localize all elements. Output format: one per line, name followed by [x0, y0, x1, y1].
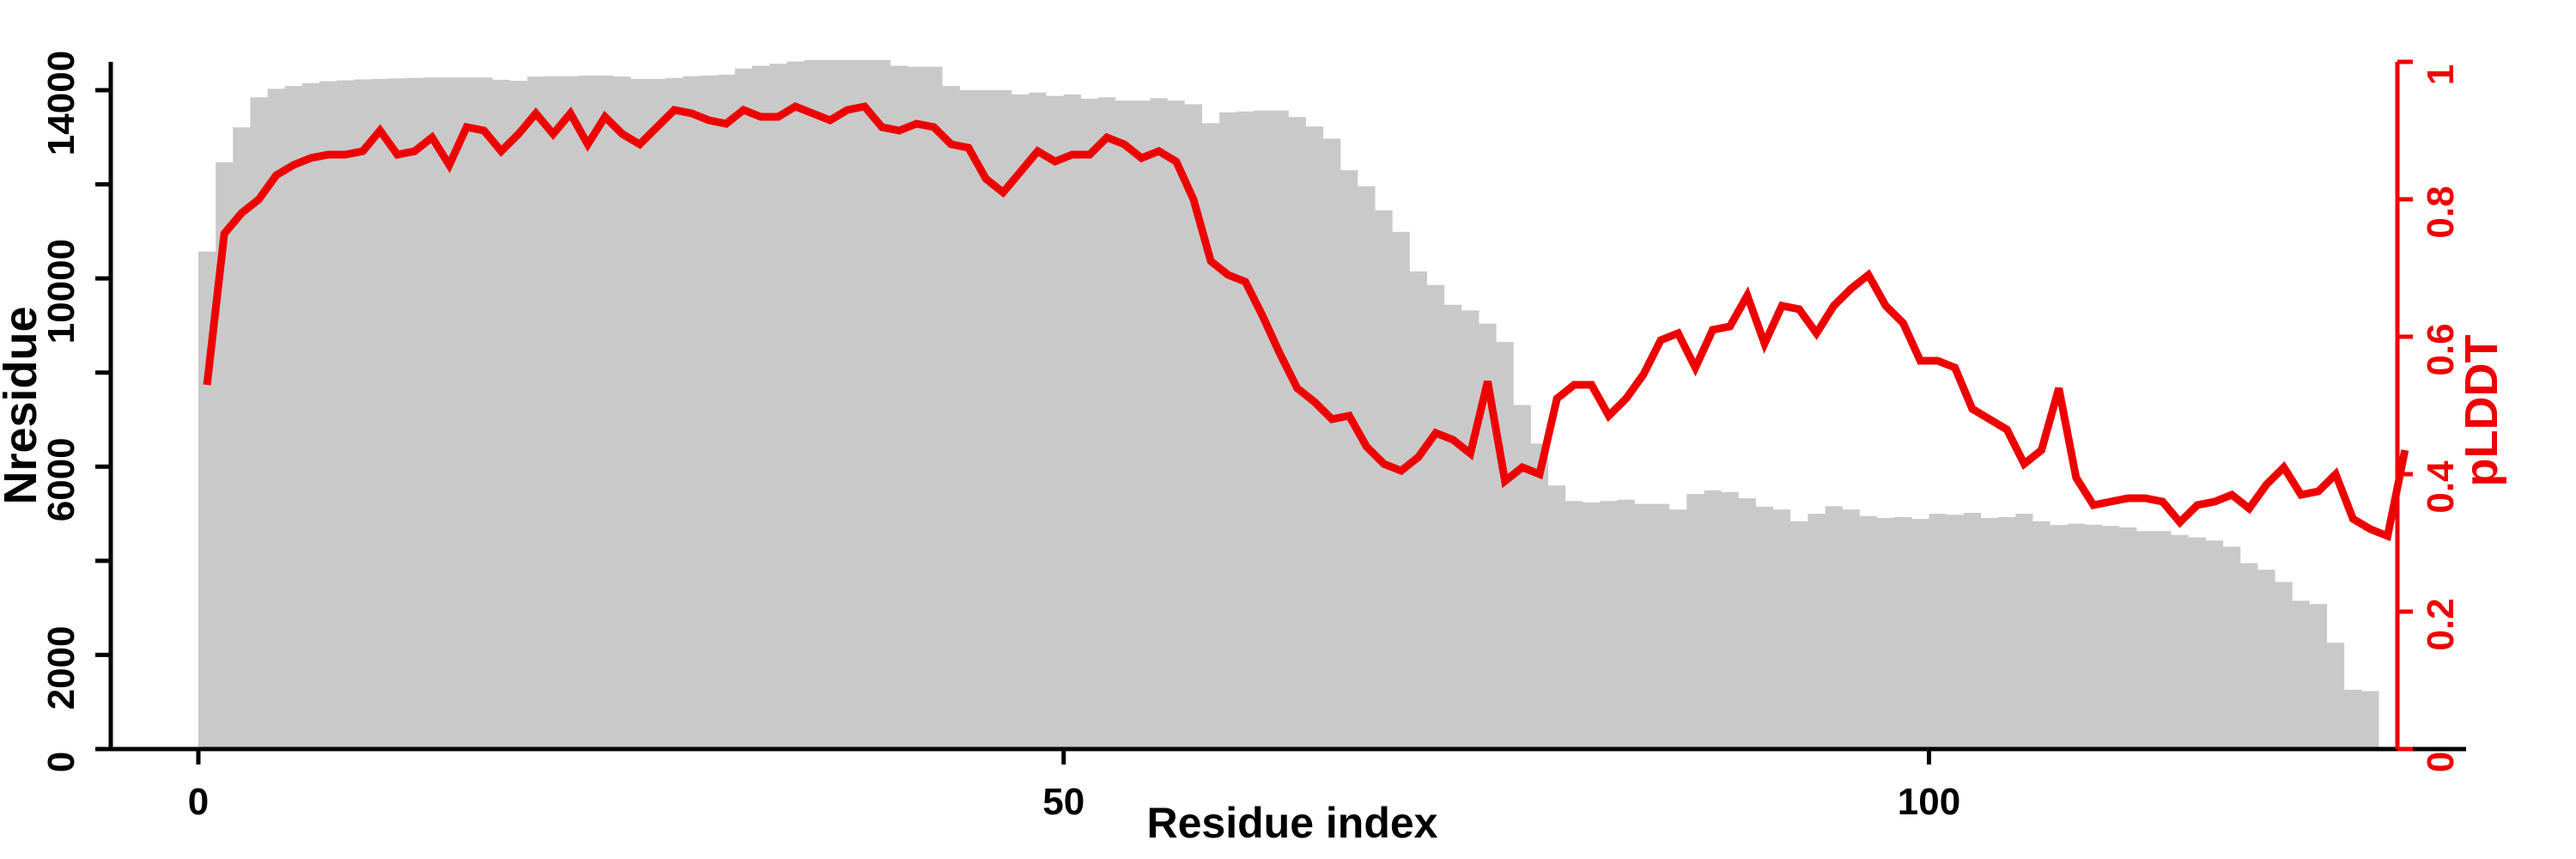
right-y-tick-label: 0 — [2420, 752, 2462, 772]
left-y-tick-label: 14000 — [40, 51, 82, 155]
left-y-tick-label: 6000 — [40, 437, 82, 521]
x-tick-label: 0 — [188, 781, 209, 823]
plddt-line — [203, 102, 2409, 542]
right-axis-title: pLDDT — [2456, 335, 2507, 487]
x-tick-label: 50 — [1042, 781, 1084, 823]
x-tick-label: 100 — [1898, 781, 1960, 823]
right-y-tick-label: 0.2 — [2420, 598, 2462, 650]
right-y-tick-label: 0.4 — [2420, 460, 2462, 514]
left-y-tick-label: 0 — [40, 752, 82, 772]
right-y-tick-label: 1 — [2420, 64, 2462, 85]
left-y-tick-label: 2000 — [40, 625, 82, 710]
left-y-tick-label: 10000 — [40, 239, 82, 344]
right-y-tick-label: 0.8 — [2420, 186, 2462, 238]
left-axis-title: Nresidue — [0, 306, 46, 504]
x-axis-title: Residue index — [1147, 799, 1438, 847]
nresidue-bars — [198, 59, 2379, 749]
right-y-tick-label: 0.6 — [2420, 323, 2462, 375]
